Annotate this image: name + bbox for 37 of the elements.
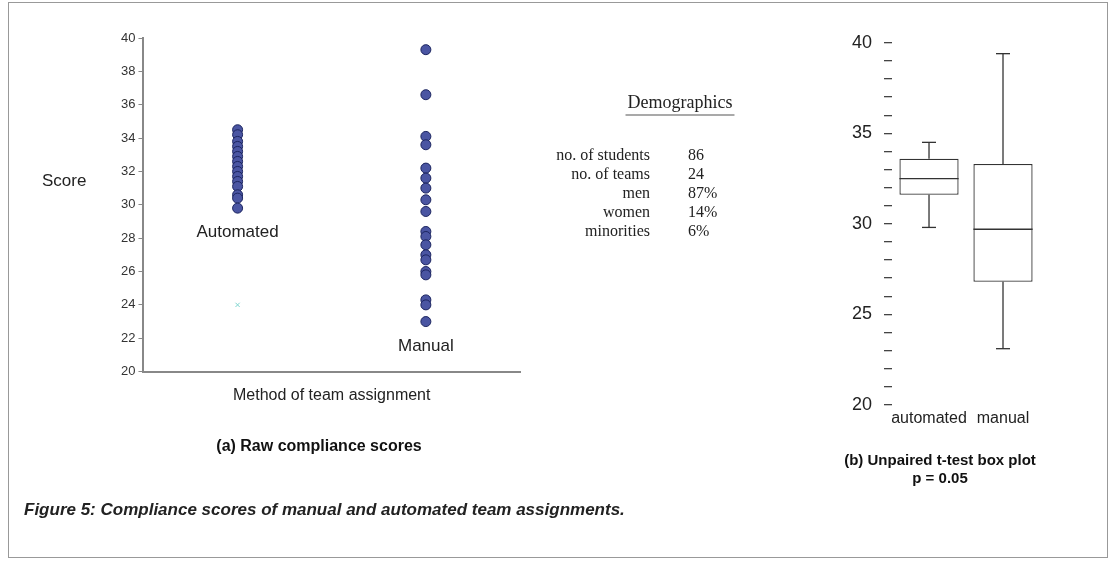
y-tick-label: 22 [120,329,136,345]
y-tick-label: 24 [120,296,136,312]
category-label: no. of students [556,146,650,163]
x-tick-label: manual [976,408,1030,426]
x-tick-label: Manual [397,335,454,355]
data-label: 87% [688,184,718,201]
y-tick-label: 36 [120,96,136,112]
text: Demographics [627,92,733,112]
y-tick-label: 20 [851,393,873,414]
data-label: 86 [688,146,704,163]
y-tick-label: 35 [851,122,873,143]
x-axis-title: Method of team assignment [233,385,431,403]
x-tick-label: Automated [196,222,279,242]
data-label: 6% [688,222,710,239]
y-tick-label: 40 [120,29,136,45]
y-tick-label: 30 [851,212,873,233]
category-label: no. of teams [571,165,650,182]
y-axis-title: Score [42,170,87,190]
category-label: women [602,203,650,220]
y-tick-label: 26 [120,263,136,279]
y-tick-label: 25 [851,303,873,324]
text: (a) Raw compliance scores [216,436,422,454]
category-label: men [622,184,650,201]
y-tick-label: 40 [851,31,873,52]
caption: Figure 5: Compliance scores of manual and automated team assignments. [24,500,625,520]
y-tick-label: 34 [120,129,136,145]
y-tick-label: 20 [120,363,136,379]
y-tick-label: 30 [120,196,136,212]
data-label: 24 [688,165,704,182]
y-tick-label: 28 [120,229,136,245]
data-label: 14% [688,203,718,220]
y-tick-label: 32 [120,163,136,179]
text: (b) Unpaired t-test box plot [844,451,1036,469]
y-tick-label: 38 [120,62,136,78]
text: p = 0.05 [912,469,968,487]
category-label: minorities [585,222,650,239]
x-tick-label: automated [891,408,967,426]
